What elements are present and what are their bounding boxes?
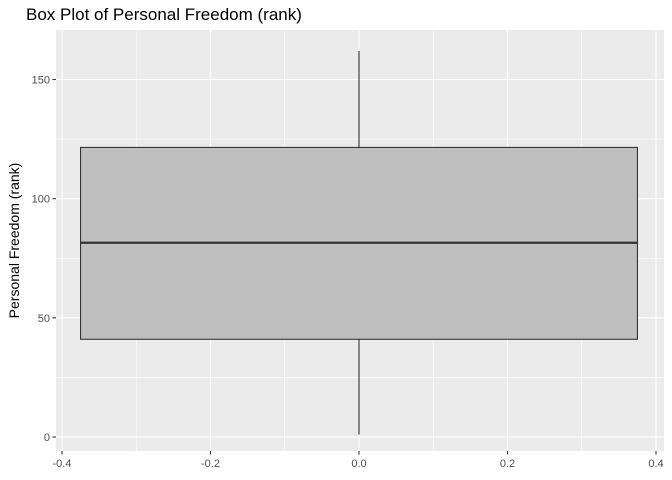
x-tick-label: -0.2 <box>201 458 220 470</box>
y-tick-label: 150 <box>32 75 50 87</box>
x-tick-label: 0.0 <box>351 458 366 470</box>
x-tick-label: 0.2 <box>500 458 515 470</box>
y-tick-label: 100 <box>32 194 50 206</box>
x-tick-label: -0.4 <box>53 458 72 470</box>
x-tick-label: 0.4 <box>648 458 663 470</box>
y-tick-label: 50 <box>38 313 50 325</box>
x-axis: -0.4 -0.2 0.0 0.2 0.4 <box>53 451 664 470</box>
box-plot-marks <box>80 50 638 435</box>
chart-title: Box Plot of Personal Freedom (rank) <box>26 5 302 24</box>
y-axis-title: Personal Freedom (rank) <box>6 163 22 319</box>
y-axis: 0 50 100 150 <box>32 75 56 444</box>
y-tick-label: 0 <box>44 432 50 444</box>
